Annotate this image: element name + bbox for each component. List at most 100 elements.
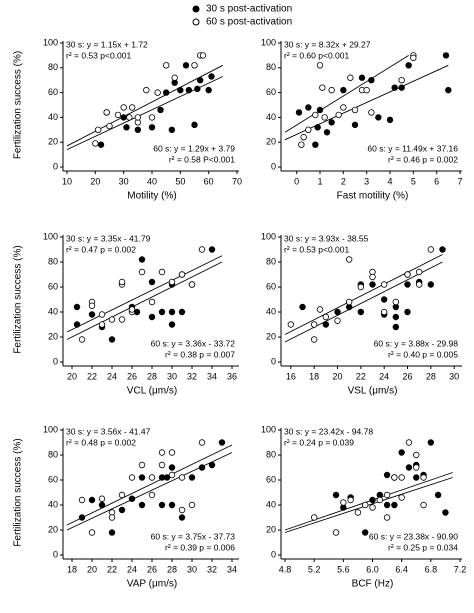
y-tick-label: 60 <box>48 281 58 291</box>
x-tick-label: 5 <box>411 176 416 186</box>
data-point <box>445 86 452 94</box>
data-point <box>405 62 412 69</box>
data-point <box>368 76 375 84</box>
data-point <box>118 278 126 286</box>
data-point <box>312 141 319 148</box>
data-point <box>128 104 136 111</box>
data-point <box>398 474 405 481</box>
regression-line <box>66 64 224 147</box>
data-point <box>168 308 176 316</box>
x-tick-label: 4.8 <box>279 564 292 574</box>
x-tick-label: 50 <box>175 176 185 186</box>
data-point <box>208 73 215 80</box>
regression-line <box>284 261 443 343</box>
x-tick-label: 22 <box>107 564 117 574</box>
annotation: r² = 0.24 p = 0.039 <box>284 437 354 447</box>
data-point <box>335 111 342 119</box>
annotation: 60 s: y = 23.38x - 90.90 <box>369 531 458 541</box>
data-point <box>383 514 391 521</box>
data-point <box>305 104 312 111</box>
regression-line <box>284 55 409 133</box>
data-point <box>322 313 330 321</box>
y-tick-label: 20 <box>266 137 276 147</box>
data-point <box>312 111 319 119</box>
annotation: 30 s: y = 3.93x - 38.55 <box>284 233 369 243</box>
x-tick-label: 30 <box>167 371 177 381</box>
y-tick-label: 80 <box>48 256 58 266</box>
data-point <box>328 86 335 94</box>
regression-line <box>66 255 223 333</box>
y-tick-label: 0 <box>53 549 58 559</box>
data-point <box>118 316 126 323</box>
x-tick-label: 16 <box>286 371 296 381</box>
data-point <box>369 273 376 281</box>
data-point <box>199 52 207 59</box>
data-point <box>158 449 166 456</box>
annotation: 60 s: y = 11.49x + 37.16 <box>367 143 458 153</box>
regression-line <box>284 254 443 335</box>
data-point <box>198 464 206 471</box>
data-point <box>148 491 156 499</box>
data-point <box>319 84 326 91</box>
data-point <box>386 116 394 124</box>
annotation: r² = 0.25 p = 0.034 <box>388 542 458 552</box>
data-point <box>138 268 146 276</box>
data-point <box>299 303 306 311</box>
y-tick-label: 80 <box>266 449 276 459</box>
y-tick-label: 100 <box>261 231 276 241</box>
x-tick-label: 30 <box>119 176 129 186</box>
data-point <box>182 62 190 69</box>
data-point <box>340 104 347 111</box>
y-tick-label: 80 <box>48 62 58 72</box>
x-tick-label: 3 <box>364 176 369 186</box>
data-point <box>398 76 405 84</box>
y-tick-label: 80 <box>266 62 276 72</box>
data-point <box>148 124 156 131</box>
data-point <box>158 461 166 469</box>
data-point <box>321 114 328 121</box>
data-point <box>298 141 305 148</box>
data-point <box>188 501 196 509</box>
y-tick-label: 0 <box>271 356 276 366</box>
data-point <box>97 141 105 148</box>
data-point <box>442 509 449 516</box>
data-point <box>114 111 122 119</box>
data-point <box>168 464 176 471</box>
annotation: r² = 0.58 P<0.001 <box>169 154 235 164</box>
data-point <box>415 268 423 276</box>
data-point <box>185 86 193 94</box>
data-point <box>98 501 106 509</box>
x-tick-label: 7 <box>457 176 462 186</box>
data-point <box>73 321 81 328</box>
data-point <box>158 268 166 276</box>
regression-line <box>284 472 453 531</box>
x-tick-label: 34 <box>207 371 217 381</box>
annotation: 60 s: y = 1.29x + 3.79 <box>153 143 235 153</box>
x-tick-label: 34 <box>227 564 237 574</box>
data-point <box>340 499 347 506</box>
annotation: 30 s: y = 3.35x - 41.79 <box>66 233 151 243</box>
data-point <box>391 84 398 91</box>
data-point <box>351 106 359 114</box>
y-tick-label: 20 <box>48 524 58 534</box>
x-tick-label: 70 <box>232 176 242 186</box>
data-point <box>347 496 354 504</box>
data-point <box>171 74 178 81</box>
x-tick-label: 5.6 <box>337 564 350 574</box>
y-tick-label: 40 <box>266 306 276 316</box>
data-point <box>78 496 86 504</box>
data-point <box>178 474 186 481</box>
x-tick-label: 20 <box>332 371 342 381</box>
annotation: r² = 0.53 p<0.001 <box>66 50 131 60</box>
data-point <box>305 126 312 133</box>
data-point <box>368 109 375 116</box>
data-point <box>134 114 142 121</box>
annotation: r² = 0.53 p<0.001 <box>284 244 349 254</box>
x-tick-label: 24 <box>379 371 389 381</box>
data-point <box>118 491 126 499</box>
x-axis-label: Fast motility (%) <box>337 191 409 202</box>
x-tick-label: 6 <box>434 176 439 186</box>
data-point <box>383 501 391 509</box>
x-tick-label: 18 <box>309 371 319 381</box>
x-tick-label: 40 <box>147 176 157 186</box>
